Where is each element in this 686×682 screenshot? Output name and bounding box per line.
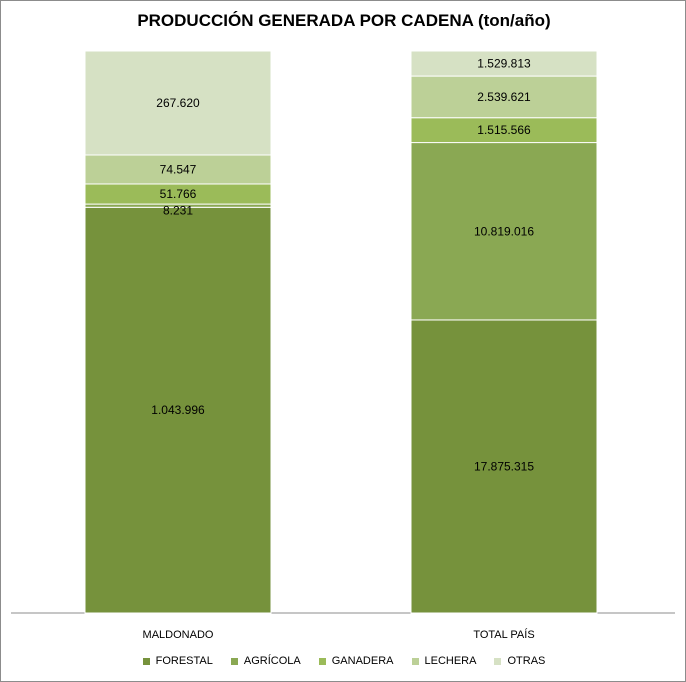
- data-label-maldonado-lechera: 74.547: [160, 162, 197, 176]
- data-label-total-pais-lechera: 2.539.621: [477, 90, 531, 104]
- legend-swatch-ganadera: [318, 657, 326, 665]
- chart-title: PRODUCCIÓN GENERADA POR CADENA (ton/año): [137, 11, 551, 30]
- bar-maldonado-otras: [84, 50, 272, 156]
- legend-label-otras: OTRAS: [507, 655, 546, 667]
- bar-total-pais-lechera: [410, 75, 598, 119]
- legend-swatch-otras: [494, 657, 502, 665]
- legend-item-otras: OTRAS: [494, 655, 545, 667]
- data-label-total-pais-otras: 1.529.813: [477, 57, 531, 71]
- legend: FORESTAL AGRÍCOLA GANADERA LECHERA OTRAS: [1, 655, 686, 667]
- bar-total-pais-otras: [410, 50, 598, 77]
- bar-total-pais-forestal: [410, 319, 598, 614]
- legend-item-agricola: AGRÍCOLA: [230, 655, 301, 667]
- bar-total-pais-agricola: [410, 142, 598, 321]
- legend-item-forestal: FORESTAL: [142, 655, 213, 667]
- bar-maldonado-forestal: [84, 206, 272, 614]
- legend-swatch-agricola: [230, 657, 238, 665]
- data-label-maldonado-agricola: 8.231: [163, 203, 193, 217]
- legend-swatch-forestal: [142, 657, 150, 665]
- legend-swatch-lechera: [411, 657, 419, 665]
- data-label-maldonado-ganadera: 51.766: [160, 187, 197, 201]
- legend-item-ganadera: GANADERA: [318, 655, 394, 667]
- x-tick-label-maldonado: MALDONADO: [143, 629, 214, 641]
- x-tick-label-total-pais: TOTAL PAÍS: [473, 628, 534, 641]
- legend-item-lechera: LECHERA: [411, 655, 477, 667]
- data-label-total-pais-ganadera: 1.515.566: [477, 123, 531, 137]
- data-label-maldonado-otras: 267.620: [156, 96, 200, 110]
- legend-label-lechera: LECHERA: [424, 655, 477, 667]
- data-label-maldonado-forestal: 1.043.996: [151, 403, 205, 417]
- bar-maldonado-lechera: [84, 154, 272, 185]
- bar-total-pais-ganadera: [410, 117, 598, 144]
- legend-label-forestal: FORESTAL: [155, 655, 213, 667]
- legend-label-ganadera: GANADERA: [331, 655, 394, 667]
- data-label-total-pais-forestal: 17.875.315: [474, 459, 534, 473]
- data-label-total-pais-agricola: 10.819.016: [474, 224, 534, 238]
- legend-label-agricola: AGRÍCOLA: [243, 655, 301, 667]
